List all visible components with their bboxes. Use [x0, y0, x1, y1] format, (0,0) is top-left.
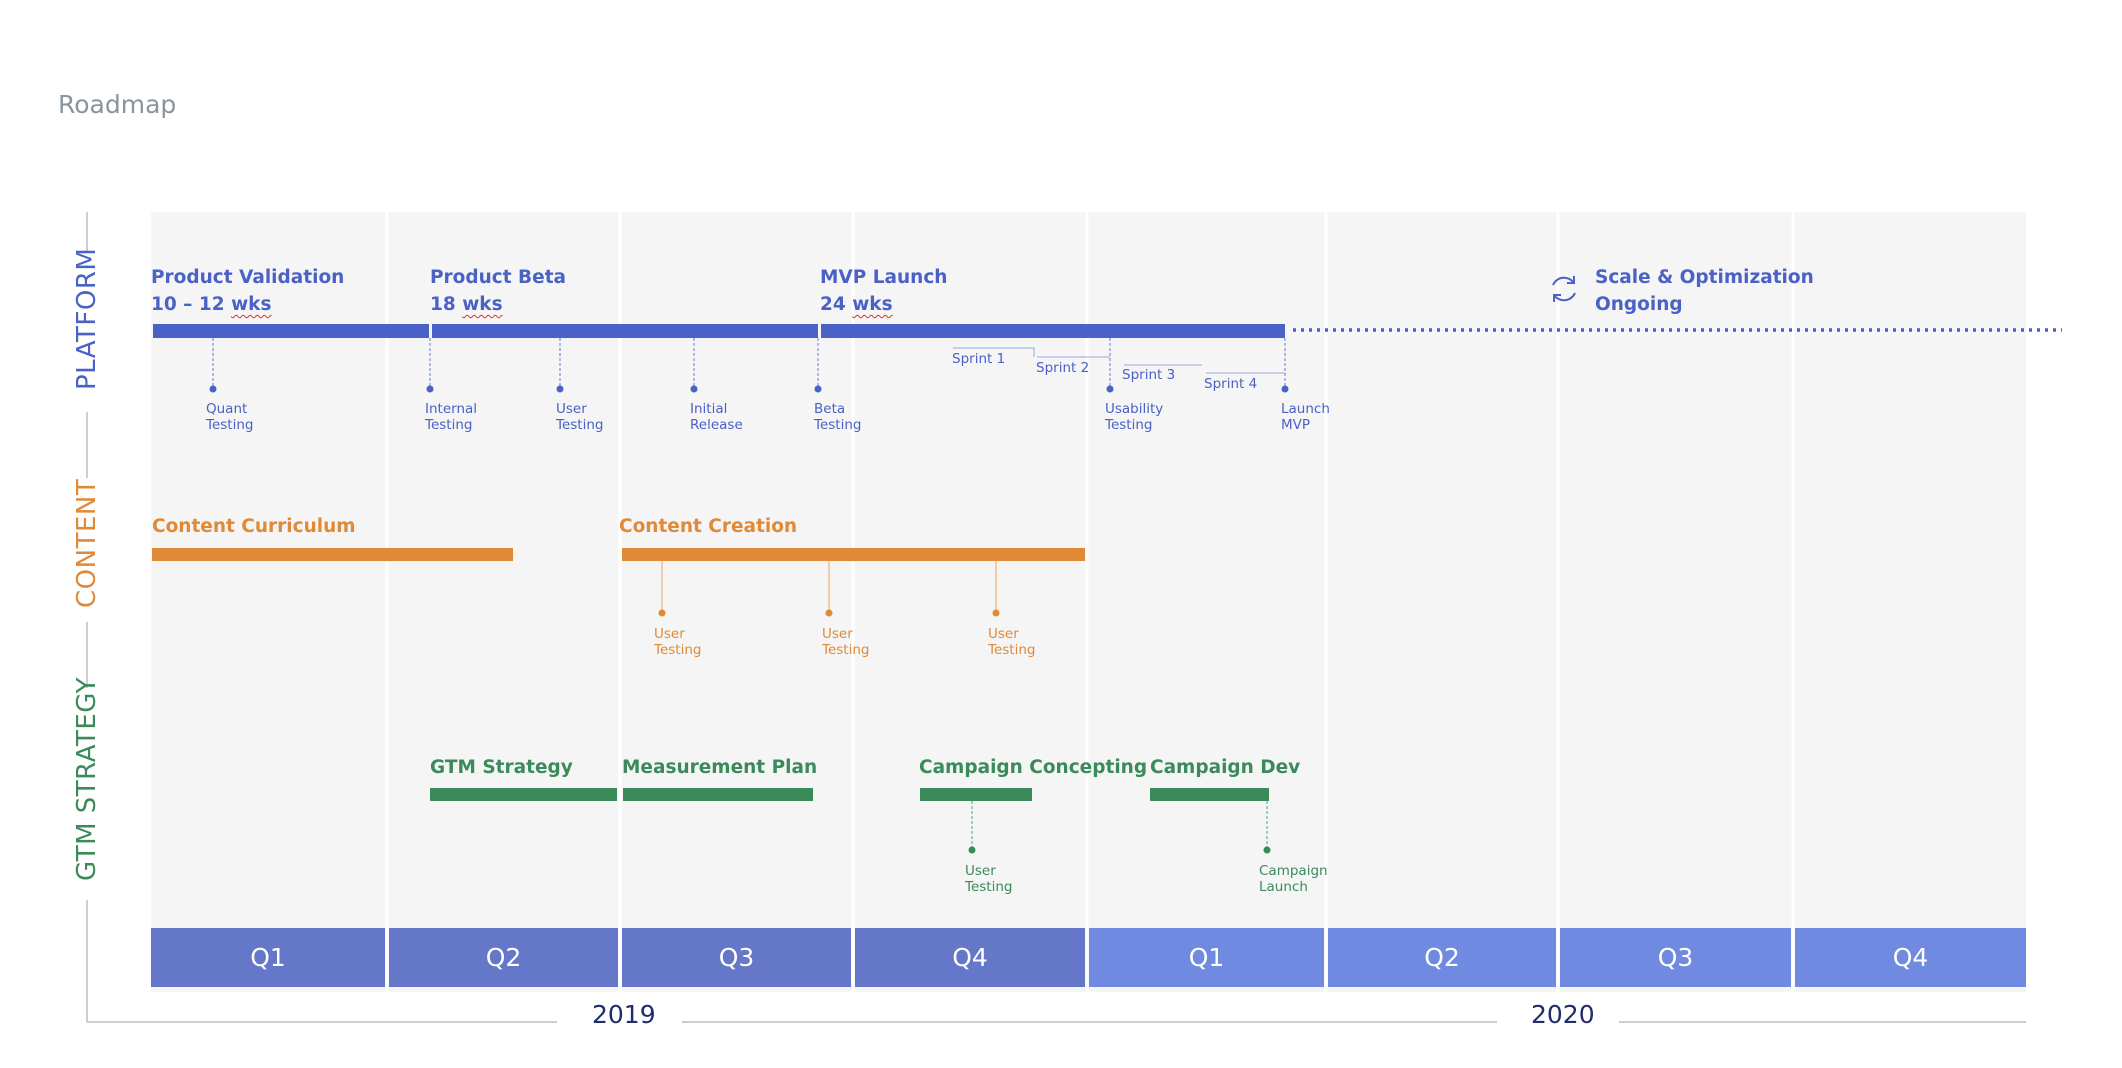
platform-milestone-stems [212, 338, 1286, 388]
sprint-label: Sprint 4 [1204, 376, 1258, 392]
quarter-dividers [385, 212, 1795, 992]
lane-label-content: CONTENT [72, 478, 102, 608]
gtm-bars [430, 788, 1269, 801]
phase-name: MVP Launch [820, 267, 948, 288]
year-label-2020: 2020 [1531, 1000, 1595, 1029]
content-milestone-dots [658, 609, 1000, 617]
gtm-milestone: User Testing [965, 863, 1013, 895]
content-milestone: User Testing [822, 626, 870, 658]
phase-duration: 10 – 12 wks [151, 294, 272, 315]
platform-milestone: Beta Testing [814, 401, 862, 433]
phase-duration: Ongoing [1595, 294, 1683, 315]
gtm-milestone-dots [968, 846, 1271, 854]
content-milestone: User Testing [654, 626, 702, 658]
quarter-cell-2020-q4: Q4 [1795, 928, 2026, 987]
content-phase-curriculum: Content Curriculum [152, 516, 356, 537]
phase-name: Scale & Optimization [1595, 267, 1814, 288]
platform-milestone: Initial Release [690, 401, 743, 433]
gtm-milestone-stems [971, 801, 1268, 849]
refresh-icon [1552, 276, 1576, 302]
quarter-cell-2019-q1: Q1 [151, 928, 385, 987]
gtm-phase-measurement-plan: Measurement Plan [622, 757, 818, 778]
platform-milestone: Launch MVP [1281, 401, 1330, 433]
platform-milestone: Usability Testing [1105, 401, 1164, 433]
sprint-steps [953, 347, 1285, 374]
platform-bars [153, 324, 1285, 338]
lane-label-platform: PLATFORM [72, 247, 102, 390]
platform-phase-scale-optimization: Scale & Optimization Ongoing [1595, 264, 1814, 318]
platform-phase-mvp-launch: MVP Launch 24 wks [820, 264, 947, 318]
content-milestone-stems [661, 561, 997, 612]
year-label-2019: 2019 [592, 1000, 656, 1029]
content-bars [152, 548, 1085, 561]
gtm-phase-campaign-dev: Campaign Dev [1150, 757, 1301, 778]
gtm-phase-campaign-concepting: Campaign Concepting [919, 757, 1148, 778]
platform-milestone: Internal Testing [425, 401, 478, 433]
phase-duration: 24 wks [820, 294, 893, 315]
lane-label-gtm: GTM STRATEGY [72, 676, 102, 881]
quarter-cell-2019-q4: Q4 [855, 928, 1085, 987]
quarter-cell-2019-q2: Q2 [389, 928, 618, 987]
lane-axis [86, 212, 2026, 1023]
content-phase-creation: Content Creation [619, 516, 798, 537]
platform-milestone-dots [209, 385, 1289, 393]
gtm-milestone: Campaign Launch [1259, 863, 1328, 895]
quarter-cell-2020-q1: Q1 [1089, 928, 1324, 987]
content-milestone: User Testing [988, 626, 1036, 658]
platform-milestone: User Testing [556, 401, 604, 433]
sprint-label: Sprint 2 [1036, 360, 1090, 376]
platform-phase-product-beta: Product Beta 18 wks [430, 264, 566, 318]
sprint-label: Sprint 1 [952, 351, 1006, 367]
sprint-label: Sprint 3 [1122, 367, 1176, 383]
quarter-cell-2019-q3: Q3 [622, 928, 851, 987]
phase-name: Product Validation [151, 267, 345, 288]
quarter-cell-2020-q3: Q3 [1560, 928, 1791, 987]
platform-milestone: Quant Testing [206, 401, 254, 433]
platform-phase-product-validation: Product Validation 10 – 12 wks [151, 264, 344, 318]
quarter-cell-2020-q2: Q2 [1328, 928, 1556, 987]
page-title: Roadmap [58, 90, 177, 119]
gtm-phase-strategy: GTM Strategy [430, 757, 573, 778]
phase-name: Product Beta [430, 267, 567, 288]
phase-duration: 18 wks [430, 294, 503, 315]
